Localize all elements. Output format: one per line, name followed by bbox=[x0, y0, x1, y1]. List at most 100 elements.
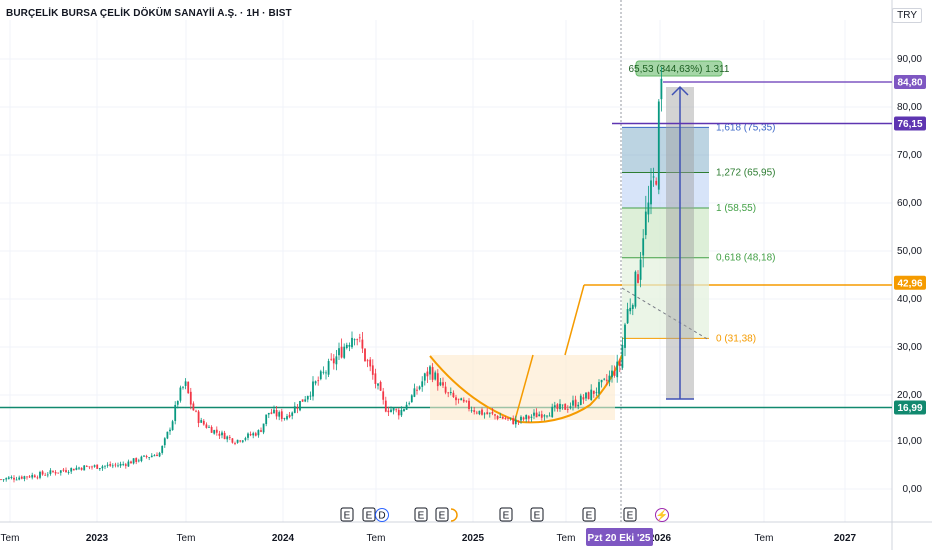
candle-body bbox=[444, 386, 447, 393]
earnings-marker[interactable] bbox=[623, 507, 637, 522]
candle-body bbox=[637, 274, 639, 283]
candle-body bbox=[122, 464, 125, 465]
candle-body bbox=[361, 339, 364, 349]
earnings-marker[interactable] bbox=[530, 507, 544, 522]
candle-body bbox=[137, 460, 140, 462]
dividend-marker-label: D bbox=[378, 511, 385, 522]
candle-body bbox=[101, 466, 104, 469]
candle-body bbox=[163, 438, 166, 446]
candle-body bbox=[241, 440, 244, 442]
candle-body bbox=[639, 259, 642, 280]
candle-body bbox=[496, 416, 499, 419]
candle-body bbox=[210, 426, 213, 433]
price-tick-label: 90,00 bbox=[897, 54, 922, 65]
candle-body bbox=[351, 337, 353, 348]
candle-body bbox=[598, 382, 600, 394]
candle-body bbox=[582, 397, 585, 400]
candle-body bbox=[28, 476, 31, 478]
candle-body bbox=[585, 392, 587, 399]
candle-body bbox=[525, 414, 528, 420]
candle-body bbox=[618, 361, 621, 366]
candle-body bbox=[5, 478, 8, 480]
candle-body bbox=[208, 426, 210, 428]
earnings-marker[interactable] bbox=[362, 507, 376, 522]
candle-body bbox=[244, 438, 247, 440]
candle-body bbox=[317, 380, 320, 382]
price-tick-label: 20,00 bbox=[897, 390, 922, 401]
pattern-leg[interactable] bbox=[564, 284, 585, 356]
candle-body bbox=[481, 409, 483, 415]
candle-body bbox=[429, 366, 431, 375]
candle-body bbox=[379, 381, 382, 391]
time-tick-label: Tem bbox=[1, 533, 20, 544]
candle-body bbox=[179, 387, 182, 401]
candle-body bbox=[426, 371, 429, 377]
candle-body bbox=[338, 348, 340, 356]
candle-body bbox=[561, 404, 564, 406]
candle-body bbox=[527, 416, 530, 419]
candle-body bbox=[96, 464, 99, 469]
candle-body bbox=[660, 78, 663, 100]
candle-body bbox=[288, 414, 291, 418]
candle-body bbox=[655, 180, 658, 185]
crosshair-time-label: Pzt 20 Eki '25 bbox=[588, 533, 651, 544]
fib-level-label: 0,618 (48,18) bbox=[716, 253, 776, 264]
candle-body bbox=[57, 472, 60, 474]
candle-body bbox=[72, 468, 75, 471]
earnings-marker-label: E bbox=[366, 511, 373, 522]
candle-body bbox=[252, 433, 255, 436]
price-badge bbox=[894, 74, 926, 89]
candle-body bbox=[309, 395, 312, 397]
candle-body bbox=[75, 467, 78, 470]
candle-body bbox=[473, 410, 476, 412]
candle-body bbox=[442, 382, 444, 386]
candle-body bbox=[460, 398, 463, 401]
earnings-marker[interactable] bbox=[499, 507, 513, 522]
candle-body bbox=[161, 445, 164, 453]
candle-body bbox=[2, 479, 5, 481]
split-marker[interactable] bbox=[655, 508, 669, 522]
pattern-leg[interactable] bbox=[514, 354, 534, 421]
candle-body bbox=[117, 465, 119, 467]
candle-body bbox=[652, 176, 655, 178]
earnings-marker[interactable] bbox=[435, 507, 449, 522]
price-badge bbox=[894, 275, 926, 290]
candle-body bbox=[127, 461, 130, 467]
candle-body bbox=[184, 381, 187, 386]
candle-body bbox=[366, 360, 369, 362]
candle-body bbox=[332, 358, 335, 364]
candle-body bbox=[457, 398, 460, 400]
earnings-marker[interactable] bbox=[414, 507, 428, 522]
time-tick-label: 2023 bbox=[86, 533, 109, 544]
split-marker-label: ⚡ bbox=[656, 509, 668, 522]
cup-curve[interactable] bbox=[429, 354, 623, 424]
candle-body bbox=[613, 371, 616, 376]
candle-body bbox=[114, 464, 117, 466]
candle-body bbox=[449, 392, 452, 394]
candle-body bbox=[280, 411, 283, 419]
candle-body bbox=[327, 361, 330, 375]
candle-body bbox=[330, 358, 333, 360]
candle-body bbox=[0, 479, 2, 481]
candles bbox=[0, 66, 663, 483]
candle-body bbox=[356, 339, 359, 341]
earnings-marker-label: E bbox=[344, 511, 351, 522]
earnings-marker[interactable] bbox=[582, 507, 596, 522]
price-tick-label: 40,00 bbox=[897, 294, 922, 305]
candle-body bbox=[13, 477, 15, 480]
candle-body bbox=[387, 410, 390, 413]
candle-body bbox=[132, 458, 135, 464]
earnings-marker-label: E bbox=[503, 511, 510, 522]
dividend-marker[interactable] bbox=[375, 508, 389, 522]
candle-body bbox=[226, 436, 229, 440]
earnings-marker-label: E bbox=[627, 511, 634, 522]
earnings-marker[interactable] bbox=[340, 507, 354, 522]
candle-body bbox=[171, 421, 174, 431]
currency-label[interactable]: TRY bbox=[892, 8, 922, 23]
earnings-marker-label: E bbox=[534, 511, 541, 522]
candle-body bbox=[91, 466, 93, 468]
candle-body bbox=[145, 455, 148, 458]
candle-body bbox=[499, 416, 502, 418]
